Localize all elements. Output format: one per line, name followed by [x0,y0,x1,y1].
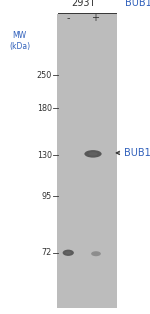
Text: 72: 72 [42,248,52,257]
Bar [57,14,117,308]
Text: BUB1: BUB1 [124,148,150,158]
Text: 293T: 293T [71,0,95,8]
Ellipse shape [65,251,71,254]
Ellipse shape [63,250,74,256]
Text: MW
(kDa): MW (kDa) [9,31,30,51]
Text: 180: 180 [37,104,52,113]
Text: 130: 130 [37,151,52,160]
Text: 95: 95 [42,192,52,201]
Text: BUB1: BUB1 [124,0,150,8]
Ellipse shape [91,251,101,256]
Text: +: + [91,13,99,23]
Ellipse shape [84,150,102,158]
Text: 250: 250 [36,71,52,80]
Ellipse shape [93,252,99,255]
Text: -: - [66,13,70,23]
Ellipse shape [88,152,98,155]
